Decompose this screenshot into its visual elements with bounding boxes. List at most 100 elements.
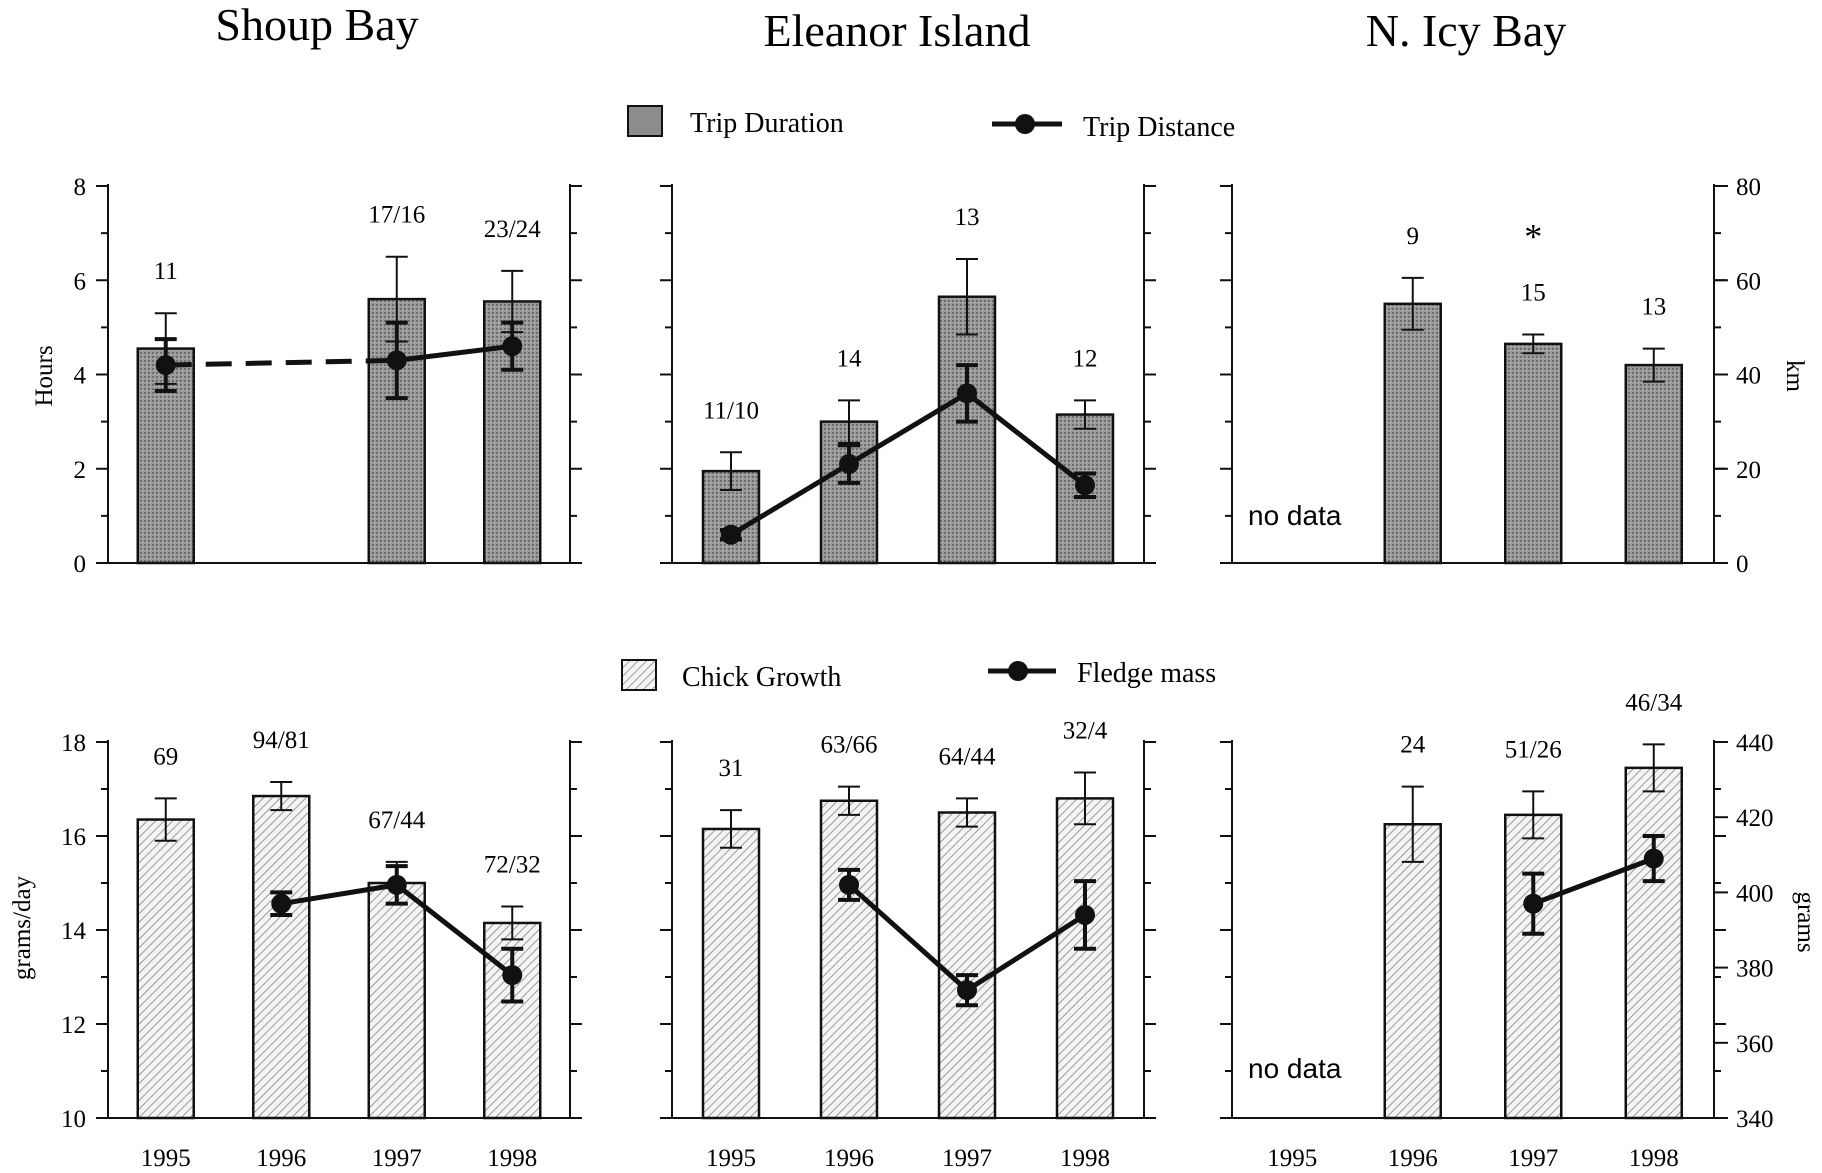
- legend-marker-bottom: [1008, 661, 1028, 681]
- bar-n-label: 11/10: [703, 397, 759, 424]
- right-tick-label: 80: [1736, 174, 1761, 201]
- legend-marker-top: [1015, 114, 1035, 134]
- x-tick-label-1998: 1998: [1629, 1145, 1679, 1172]
- bar-n-label: 46/34: [1625, 689, 1682, 716]
- line-segment: [1532, 856, 1655, 907]
- bar-n-label: 31: [719, 755, 744, 782]
- line-point: [957, 383, 977, 404]
- x-tick-label-1995: 1995: [141, 1145, 191, 1172]
- legend-bar-swatch-top: [627, 105, 663, 137]
- line-point: [271, 893, 292, 914]
- panel-top-2: 0 20 40 60 80 9 15 * 13 no data: [1220, 174, 1761, 578]
- line-point: [839, 874, 859, 895]
- title-shoup-bay: Shoup Bay: [215, 0, 418, 50]
- bar-1996: [1383, 823, 1442, 1120]
- right-tick-label: 400: [1736, 880, 1774, 907]
- line-point: [1523, 893, 1544, 914]
- bar-n-label: 72/32: [484, 852, 541, 879]
- line-point: [386, 874, 407, 895]
- left-tick-label: 10: [61, 1106, 86, 1133]
- left-tick-label: 4: [74, 363, 87, 390]
- bar-1997: [937, 811, 997, 1120]
- bar-n-label: 94/81: [253, 727, 310, 754]
- right-tick-label: 440: [1736, 730, 1774, 757]
- left-tick-label: 2: [74, 457, 87, 484]
- right-tick-label: 0: [1736, 551, 1749, 578]
- x-tick-label-1996: 1996: [1388, 1145, 1438, 1172]
- bar-n-label: 69: [153, 743, 178, 770]
- bar-n-label: 23/24: [484, 216, 541, 243]
- line-segment: [280, 882, 398, 907]
- line-segment: [396, 343, 513, 363]
- title-n-icy-bay: N. Icy Bay: [1366, 5, 1567, 56]
- bar-n-label: 15: [1521, 279, 1546, 306]
- y-axis-label-km: km: [1781, 360, 1808, 393]
- line-point: [721, 524, 741, 545]
- bar-1996: [1383, 302, 1442, 565]
- legend-bottom: Chick Growth Fledge mass: [621, 658, 1216, 693]
- bar-1995: [136, 818, 195, 1120]
- line-segment: [965, 391, 1087, 488]
- bar-n-label: 32/4: [1063, 718, 1108, 745]
- left-tick-label: 0: [74, 551, 87, 578]
- legend-label-chick-growth: Chick Growth: [682, 662, 841, 693]
- left-tick-label: 16: [61, 824, 86, 851]
- line-point: [155, 355, 176, 376]
- line-segment: [729, 461, 851, 537]
- line-segment: [395, 882, 514, 978]
- line-point: [386, 350, 407, 371]
- bar-1996: [252, 794, 311, 1120]
- legend-label-fledge-mass: Fledge mass: [1077, 658, 1216, 689]
- left-tick-label: 12: [61, 1012, 86, 1039]
- right-tick-label: 360: [1736, 1031, 1774, 1058]
- significance-mark: *: [1524, 216, 1542, 256]
- left-tick-label: 8: [74, 174, 87, 201]
- x-tick-label-1996: 1996: [824, 1145, 874, 1172]
- x-tick-label-1998: 1998: [1060, 1145, 1110, 1172]
- line-point: [957, 980, 977, 1001]
- left-tick-label: 6: [74, 268, 87, 295]
- bar-1995: [701, 827, 761, 1120]
- line-segment-dashed: [165, 357, 397, 368]
- bar-n-label: 67/44: [368, 807, 425, 834]
- bar-1997: [367, 881, 426, 1120]
- panels: 024681117/1623/2411/10141312020406080915…: [61, 174, 1774, 1172]
- panel-bottom-1: 1995 1996 1997 1998 31 63/66 64/44 32/4: [660, 718, 1156, 1172]
- line-point: [502, 336, 523, 357]
- left-tick-label: 14: [61, 918, 87, 945]
- bar-n-label: 17/16: [368, 202, 425, 229]
- x-tick-label-1997: 1997: [942, 1145, 992, 1172]
- legend-bar-swatch-bottom: [621, 659, 657, 691]
- bar-n-label: 13: [955, 204, 980, 231]
- line-point: [1643, 848, 1664, 869]
- panel-bottom-2: 340 360 380 400 420 440 1995 1996 1997 1998 24 51/2…: [1220, 689, 1774, 1172]
- line-point: [502, 965, 523, 986]
- panel-top-0: 0 2 4 6 8 11 17/16 23/24: [74, 174, 582, 578]
- x-tick-label-1997: 1997: [1508, 1145, 1558, 1172]
- legend-label-trip-distance: Trip Distance: [1083, 112, 1235, 143]
- no-data-label: no data: [1248, 500, 1342, 531]
- line-point: [1075, 475, 1095, 496]
- right-tick-label: 380: [1736, 956, 1774, 983]
- right-tick-label: 420: [1736, 805, 1774, 832]
- bar-1998: [1624, 766, 1683, 1120]
- bar-1997: [1504, 342, 1563, 565]
- bar-1997: [937, 295, 997, 565]
- bar-n-label: 14: [837, 345, 863, 372]
- axis-titles: Hours km grams/day grams: [9, 345, 1819, 980]
- line-segment: [847, 391, 969, 467]
- right-tick-label: 60: [1736, 268, 1761, 295]
- y-axis-label-grams: grams: [1792, 891, 1819, 952]
- right-tick-label: 340: [1736, 1106, 1774, 1133]
- bar-1998: [1624, 363, 1683, 565]
- x-tick-label-1995: 1995: [1267, 1145, 1317, 1172]
- bar-1998: [1055, 797, 1115, 1120]
- legend-label-trip-duration: Trip Duration: [690, 108, 844, 139]
- y-axis-label-grams-per-day: grams/day: [9, 875, 36, 980]
- right-tick-label: 40: [1736, 363, 1761, 390]
- line-point: [839, 454, 859, 475]
- bar-n-label: 12: [1073, 345, 1098, 372]
- left-tick-label: 18: [61, 730, 86, 757]
- bar-n-label: 51/26: [1505, 736, 1562, 763]
